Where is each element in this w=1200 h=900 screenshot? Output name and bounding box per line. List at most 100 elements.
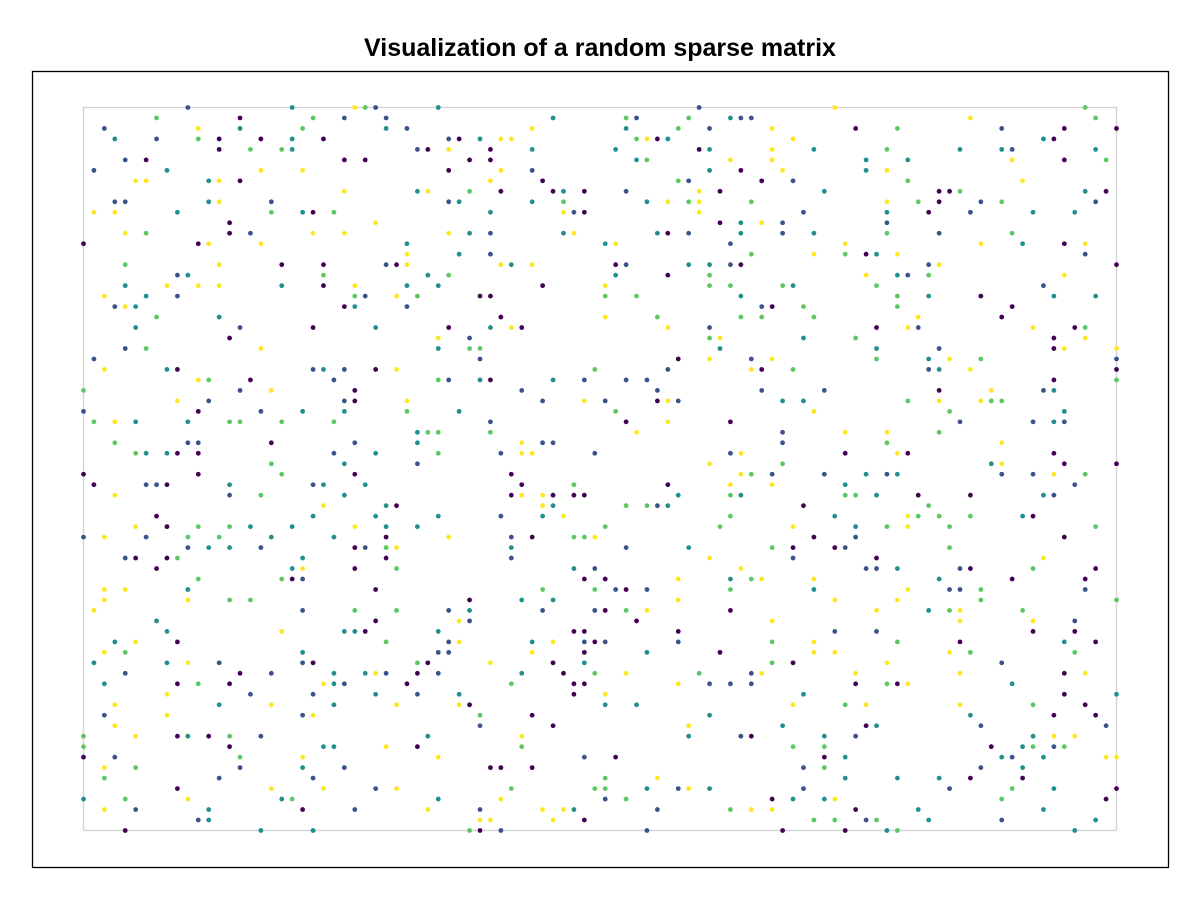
matrix-nonzero-point [321,272,326,278]
matrix-nonzero-point [926,356,932,362]
matrix-nonzero-point [790,702,796,708]
matrix-nonzero-point [884,230,890,236]
matrix-nonzero-point [143,178,149,184]
matrix-nonzero-point [185,419,191,425]
matrix-nonzero-point [331,681,337,687]
matrix-nonzero-point [832,796,838,802]
matrix-nonzero-point [874,251,879,257]
matrix-nonzero-point [738,314,744,320]
matrix-nonzero-point [467,618,472,624]
matrix-nonzero-point [227,220,232,226]
matrix-nonzero-point [874,723,879,729]
matrix-nonzero-point [728,482,733,488]
matrix-nonzero-point [122,649,128,655]
matrix-nonzero-point [696,105,702,110]
matrix-nonzero-point [842,482,848,488]
matrix-nonzero-point [446,325,452,330]
matrix-nonzero-point [894,272,900,278]
matrix-nonzero-point [1103,723,1109,729]
matrix-nonzero-point [321,744,326,750]
matrix-nonzero-point [352,545,358,550]
matrix-nonzero-point [519,670,525,676]
matrix-nonzero-point [947,545,952,550]
matrix-nonzero-point [853,807,859,812]
matrix-nonzero-point [1072,325,1078,330]
matrix-nonzero-point [1051,450,1057,456]
matrix-nonzero-point [206,817,212,823]
matrix-nonzero-point [341,629,347,634]
matrix-nonzero-point [1082,576,1088,582]
chart-title: Visualization of a random sparse matrix [364,34,836,62]
matrix-nonzero-point [717,524,723,530]
matrix-nonzero-point [331,450,337,456]
matrix-nonzero-point [811,314,817,320]
matrix-nonzero-point [404,241,410,247]
matrix-nonzero-point [279,471,285,477]
matrix-nonzero-point [1030,744,1036,750]
matrix-nonzero-point [623,587,629,592]
matrix-nonzero-point [894,126,900,131]
matrix-nonzero-point [728,262,733,268]
matrix-nonzero-point [978,765,984,771]
matrix-nonzero-point [863,817,869,823]
matrix-nonzero-point [508,262,514,268]
matrix-nonzero-point [905,157,911,163]
matrix-nonzero-point [853,335,859,341]
matrix-nonzero-point [905,325,911,330]
matrix-nonzero-point [686,178,692,184]
matrix-nonzero-point [957,608,963,613]
matrix-nonzero-point [780,461,785,467]
matrix-nonzero-point [1082,251,1088,257]
matrix-nonzero-point [936,388,942,393]
matrix-nonzero-point [310,691,316,697]
matrix-nonzero-point [373,450,379,456]
matrix-nonzero-point [446,534,452,540]
matrix-nonzero-point [540,608,546,613]
matrix-nonzero-point [1009,576,1015,582]
matrix-nonzero-point [634,429,639,435]
matrix-nonzero-point [707,712,712,718]
matrix-nonzero-point [248,524,253,530]
matrix-nonzero-point [289,105,295,110]
matrix-nonzero-point [675,597,681,603]
matrix-nonzero-point [686,262,692,268]
matrix-nonzero-point [790,796,796,802]
matrix-nonzero-point [665,136,671,142]
matrix-nonzero-point [112,209,118,215]
matrix-nonzero-point [707,356,712,362]
matrix-nonzero-point [738,733,744,739]
matrix-nonzero-point [341,304,347,309]
matrix-nonzero-point [644,157,650,163]
matrix-nonzero-point [268,388,274,393]
matrix-nonzero-point [519,733,525,739]
matrix-nonzero-point [164,555,170,561]
matrix-nonzero-point [821,796,827,802]
matrix-nonzero-point [957,702,963,708]
matrix-nonzero-point [508,545,514,550]
matrix-nonzero-point [300,126,306,131]
matrix-nonzero-point [571,807,577,812]
matrix-nonzero-point [957,618,963,624]
matrix-nonzero-point [581,681,587,687]
matrix-nonzero-point [1114,377,1119,383]
matrix-nonzero-point [999,199,1005,205]
matrix-nonzero-point [435,283,441,289]
matrix-nonzero-point [978,587,984,592]
matrix-nonzero-point [91,482,97,488]
matrix-nonzero-point [790,660,796,666]
matrix-nonzero-point [1082,670,1088,676]
matrix-nonzero-point [1030,419,1036,425]
matrix-nonzero-point [1082,188,1088,194]
matrix-nonzero-point [477,346,483,351]
matrix-nonzero-point [279,419,285,425]
matrix-nonzero-point [112,723,118,729]
matrix-nonzero-point [268,534,274,540]
matrix-nonzero-point [133,524,139,530]
matrix-nonzero-point [874,283,879,289]
matrix-nonzero-point [780,220,785,226]
matrix-nonzero-point [968,649,973,655]
matrix-nonzero-point [362,157,368,163]
matrix-nonzero-point [477,807,483,812]
matrix-nonzero-point [143,293,149,299]
matrix-nonzero-point [968,492,973,498]
